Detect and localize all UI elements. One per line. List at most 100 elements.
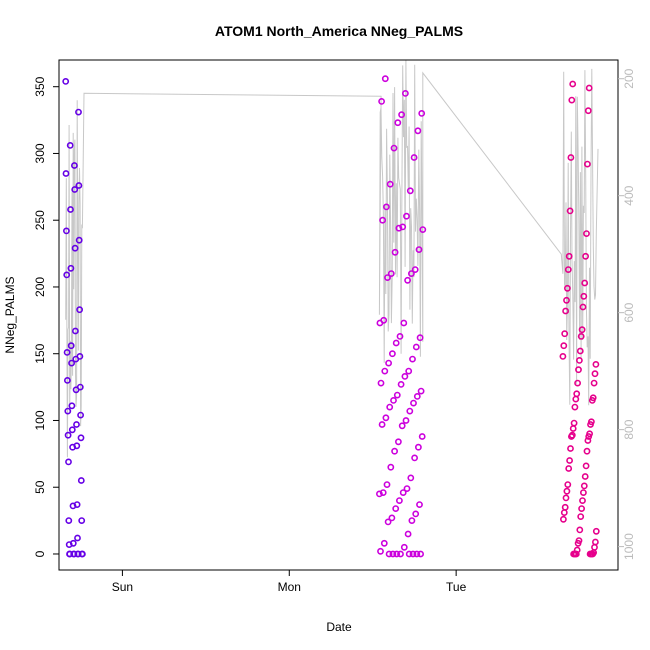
data-point: [79, 550, 86, 558]
data-point: [393, 550, 401, 558]
data-point: [393, 391, 401, 399]
data-point: [418, 110, 426, 117]
data-point: [405, 550, 413, 558]
data-point: [417, 387, 425, 395]
data-point: [396, 332, 404, 340]
data-point: [585, 433, 593, 440]
data-point: [379, 216, 386, 224]
y-tick-label: 100: [33, 410, 47, 430]
data-point: [69, 502, 77, 510]
data-point: [566, 457, 573, 464]
data-point: [419, 226, 427, 233]
data-point: [570, 550, 577, 558]
data-point: [560, 509, 568, 516]
data-point: [64, 407, 72, 415]
data-point: [397, 380, 405, 388]
data-point: [64, 431, 72, 439]
data-point: [417, 550, 424, 558]
data-point: [416, 501, 423, 508]
x-tick-label: Mon: [278, 580, 301, 594]
data-point: [583, 230, 590, 237]
data-point: [68, 359, 75, 367]
data-point: [559, 352, 567, 360]
data-point: [392, 505, 400, 512]
data-point: [381, 75, 389, 83]
data-point: [418, 433, 426, 440]
y-tick-label: 350: [33, 76, 47, 96]
data-point: [570, 419, 578, 427]
data-point: [413, 550, 421, 558]
data-point: [385, 359, 392, 367]
data-point: [397, 550, 404, 558]
data-point: [398, 422, 406, 430]
data-point: [384, 274, 391, 281]
data-point: [380, 539, 388, 547]
data-point: [68, 426, 76, 434]
data-point: [409, 550, 417, 558]
data-point: [565, 252, 573, 260]
data-point: [72, 355, 80, 363]
data-point: [77, 477, 85, 484]
data-point: [411, 454, 418, 462]
data-point: [563, 296, 570, 304]
data-point: [75, 236, 83, 244]
data-point: [401, 90, 409, 97]
data-point: [588, 396, 596, 404]
data-point: [395, 224, 403, 232]
data-point: [74, 550, 82, 558]
data-point: [584, 160, 591, 168]
y-tick-label: 200: [33, 277, 47, 297]
data-point: [402, 417, 410, 424]
data-point: [574, 539, 582, 547]
data-point: [77, 411, 84, 419]
data-point: [408, 517, 416, 524]
data-point: [404, 530, 412, 538]
data-point: [577, 332, 585, 340]
data-points: [62, 75, 600, 558]
data-point: [414, 443, 422, 451]
data-point: [390, 396, 397, 404]
data-point: [569, 80, 577, 88]
y-axis-label: NNeg_PALMS: [3, 276, 17, 353]
data-point: [69, 443, 76, 451]
chart-title: ATOM1 North_America NNeg_PALMS: [215, 23, 463, 39]
data-point: [75, 108, 82, 116]
data-point: [580, 482, 588, 490]
data-point: [591, 543, 598, 551]
data-point: [378, 421, 386, 428]
data-point: [412, 343, 420, 351]
y-tick-label: 50: [33, 480, 47, 494]
data-point: [383, 481, 391, 488]
data-point: [413, 392, 421, 400]
data-point: [578, 326, 586, 334]
data-point: [592, 527, 600, 535]
data-point: [401, 372, 409, 380]
data-point: [584, 107, 592, 115]
data-point: [399, 489, 407, 496]
data-point: [386, 403, 394, 411]
data-point: [563, 487, 571, 495]
data-point: [399, 223, 407, 231]
data-point: [560, 515, 567, 523]
data-point: [586, 550, 594, 558]
data-point: [377, 547, 384, 555]
data-point: [562, 307, 569, 315]
data-point: [65, 541, 73, 548]
data-point: [67, 342, 75, 350]
data-point: [567, 445, 574, 452]
data-point: [375, 490, 383, 498]
data-point: [71, 244, 79, 252]
data-point: [592, 538, 599, 546]
data-point: [65, 458, 72, 466]
data-point: [582, 462, 590, 470]
data-point: [415, 246, 423, 253]
data-point: [64, 376, 71, 384]
data-point: [76, 306, 83, 314]
data-point: [392, 339, 400, 347]
data-point: [581, 279, 589, 287]
data-point: [412, 510, 420, 518]
data-point: [592, 360, 600, 368]
data-point: [407, 270, 415, 277]
data-point: [385, 550, 393, 558]
data-point: [398, 111, 405, 119]
